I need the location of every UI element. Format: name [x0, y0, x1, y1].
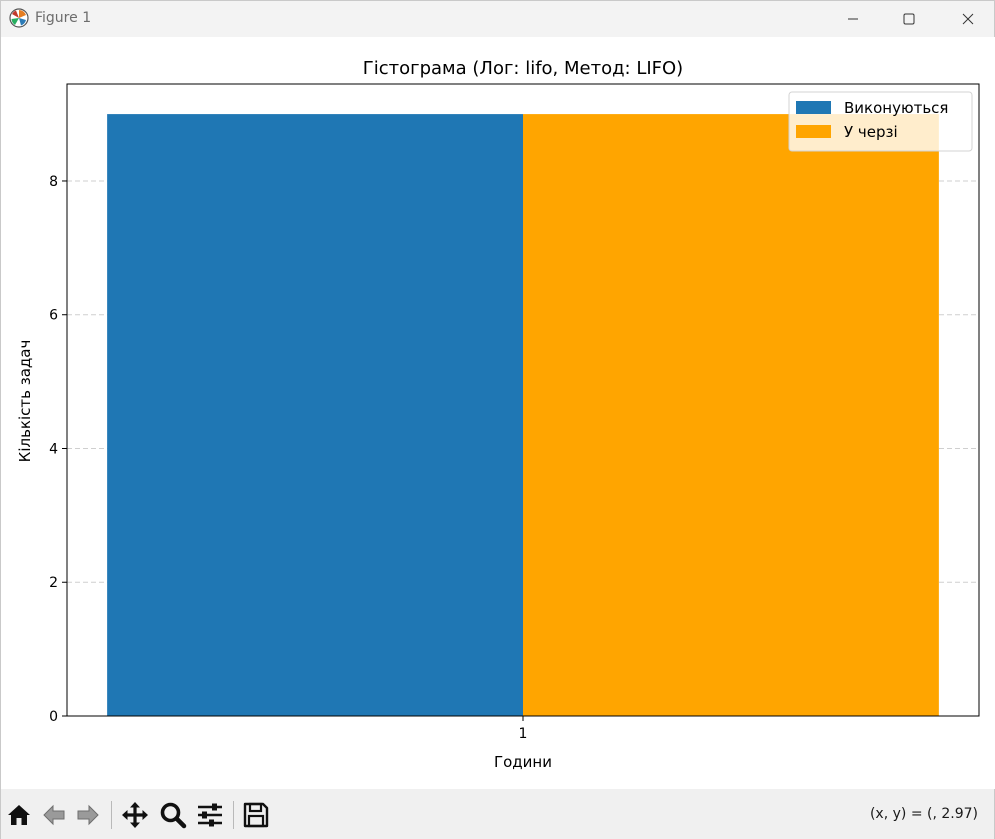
chart-title: Гістограма (Лог: lifo, Метод: LIFO): [363, 58, 683, 79]
back-button[interactable]: [39, 800, 69, 830]
cursor-coordinates: (x, y) = (, 2.97): [869, 806, 978, 822]
matplotlib-icon: [9, 8, 29, 28]
zoom-button[interactable]: [158, 800, 188, 830]
window-title: Figure 1: [35, 10, 92, 26]
bar-chart[interactable]: 0 2 4 6 8 1 Гістограма (Лог: lifo, Метод: LI…: [1, 37, 995, 789]
legend-swatch: [796, 101, 831, 114]
y-axis-label: Кількість задач: [16, 340, 34, 463]
title-bar[interactable]: Figure 1: [1, 1, 994, 37]
forward-icon: [77, 804, 99, 826]
maximize-icon: [903, 13, 915, 25]
y-tick-label: 8: [49, 174, 58, 190]
forward-button[interactable]: [73, 800, 103, 830]
toolbar-separator: [233, 801, 234, 829]
x-axis-label: Години: [494, 753, 552, 771]
minimize-button[interactable]: [830, 1, 876, 37]
home-button[interactable]: [4, 800, 34, 830]
y-tick-label: 4: [49, 441, 58, 457]
navigation-toolbar: (x, y) = (, 2.97): [1, 789, 994, 839]
home-icon: [8, 805, 30, 825]
save-button[interactable]: [241, 800, 271, 830]
close-button[interactable]: [945, 1, 991, 37]
legend-swatch: [796, 125, 831, 138]
pan-icon: [122, 802, 148, 828]
save-icon: [243, 802, 269, 828]
bar-running: [107, 114, 524, 717]
pan-button[interactable]: [120, 800, 150, 830]
configure-subplots-icon: [198, 803, 222, 827]
y-tick-label: 6: [49, 308, 58, 324]
legend-label: Виконуються: [844, 99, 948, 117]
x-ticks: 1: [519, 716, 528, 742]
back-icon: [43, 804, 65, 826]
configure-subplots-button[interactable]: [195, 800, 225, 830]
bars: [107, 114, 939, 717]
toolbar-separator: [111, 801, 112, 829]
x-tick-label: 1: [519, 726, 528, 742]
minimize-icon: [848, 18, 858, 20]
maximize-button[interactable]: [886, 1, 932, 37]
legend: Виконуються У черзі: [788, 91, 973, 152]
zoom-icon: [160, 802, 187, 829]
figure-canvas[interactable]: 0 2 4 6 8 1 Гістограма (Лог: lifo, Метод: LI…: [1, 37, 995, 789]
y-ticks: 0 2 4 6 8: [49, 174, 67, 725]
y-tick-label: 2: [49, 575, 58, 591]
legend-label: У черзі: [844, 123, 898, 141]
y-tick-label: 0: [49, 709, 58, 725]
close-icon: [962, 13, 974, 25]
legend-box: [788, 91, 973, 152]
bar-queued: [523, 114, 939, 717]
